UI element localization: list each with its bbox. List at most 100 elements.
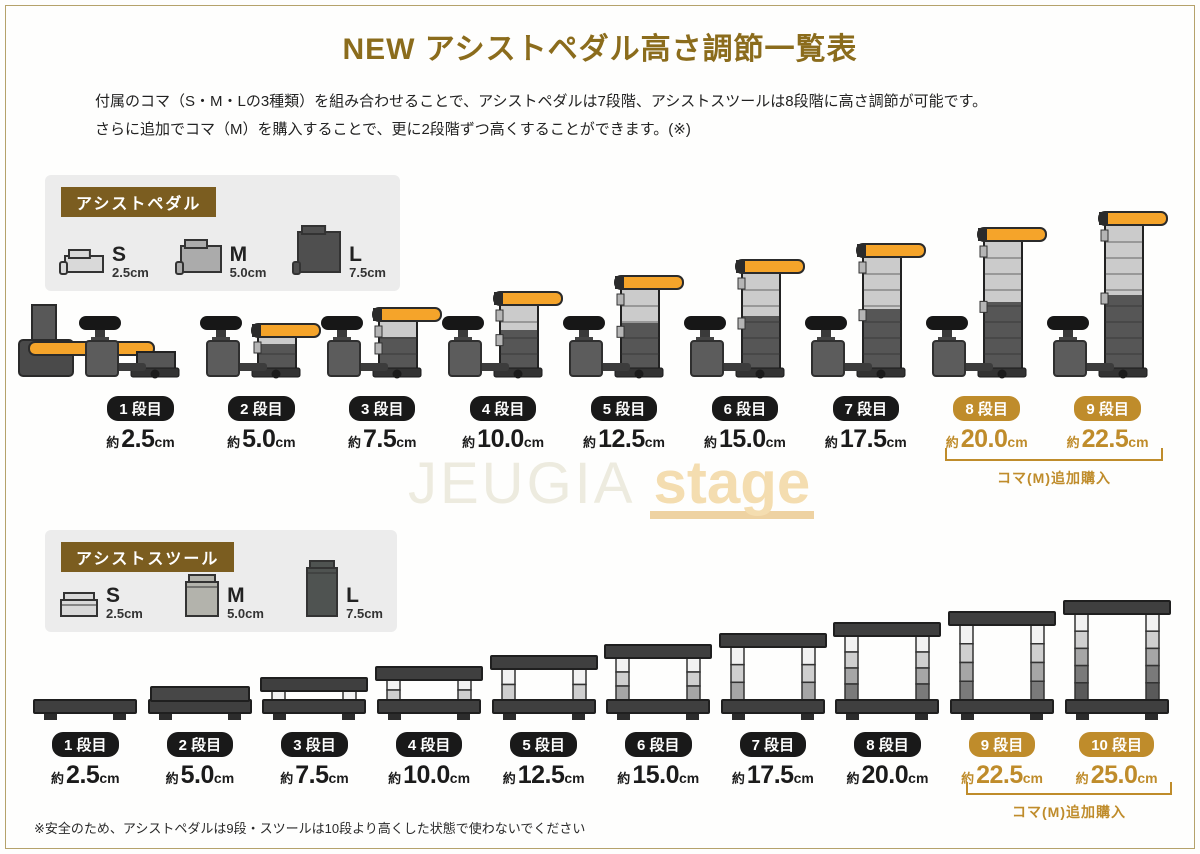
stool-koma-l-icon xyxy=(305,559,339,622)
height-value: 17.5 xyxy=(746,761,794,789)
approx-prefix: 約 xyxy=(961,771,975,786)
stool-level-8-column: 8 段目 約20.0cm xyxy=(830,592,945,790)
height-value: 17.5 xyxy=(839,425,887,453)
watermark-stage: stage xyxy=(649,453,815,519)
height-value: 10.0 xyxy=(477,425,524,453)
height-value: 20.0 xyxy=(960,425,1008,453)
height-unit: cm xyxy=(1007,434,1028,450)
pedal-level-9-column: 9 段目 約22.5cm xyxy=(1046,200,1168,454)
koma-letter: L xyxy=(349,242,362,266)
stool-levels-row: 1 段目 約2.5cm 2 段目 約5.0cm 3 段目 約7.5cm 4 段目 約10.0c… xyxy=(28,592,1174,790)
approx-prefix: 約 xyxy=(388,771,402,786)
pedal-koma-l: L 7.5cm xyxy=(292,224,386,281)
stool-koma-m-icon xyxy=(184,573,220,622)
approx-prefix: 約 xyxy=(280,771,294,786)
pedal-level-5-badge: 5 段目 xyxy=(590,396,658,421)
height-unit: cm xyxy=(99,770,120,786)
safety-footnote: ※安全のため、アシストペダルは9段・スツールは10段より高くした状態で使わないで… xyxy=(34,821,586,836)
pedal-level-9-figure xyxy=(1043,200,1173,382)
pedal-koma-m-icon xyxy=(174,238,223,281)
pedal-level-3-column: 3 段目約7.5cm xyxy=(321,200,443,454)
stool-level-5-column: 5 段目 約12.5cm xyxy=(486,592,601,790)
stool-level-5-height: 約12.5cm xyxy=(503,761,585,790)
stool-level-3-column: 3 段目 約7.5cm xyxy=(257,592,372,790)
pedal-level-8-figure xyxy=(922,200,1052,382)
height-unit: cm xyxy=(523,434,545,450)
height-value: 12.5 xyxy=(517,761,565,789)
approx-prefix: 約 xyxy=(1066,435,1080,450)
pedal-level-3-figure xyxy=(317,200,447,382)
pedal-level-5-column: 5 段目 約12.5cm xyxy=(563,200,685,454)
height-value: 10.0 xyxy=(403,761,450,789)
stool-level-6-badge: 6 段目 xyxy=(625,732,692,757)
pedal-level-1-height: 約2.5cm xyxy=(106,425,175,454)
stool-addon-bracket xyxy=(966,782,1172,795)
stool-level-4-height: 約10.0cm xyxy=(388,761,470,790)
koma-label: M 5.0cm xyxy=(227,584,264,622)
stool-level-3-figure xyxy=(259,592,369,722)
pedal-level-7-figure xyxy=(801,200,931,382)
stool-level-8-badge: 8 段目 xyxy=(854,732,921,757)
height-unit: cm xyxy=(1137,770,1158,786)
pedal-level-6-figure xyxy=(680,200,810,382)
pedal-section-badge: アシストペダル xyxy=(61,187,217,217)
pedal-levels-row: 1 段目 約2.5cm 2 段目 約5.0cm 3 段目 約7.5cm 4 段目 約10.0c… xyxy=(18,200,1168,454)
stool-level-4-figure xyxy=(374,592,484,722)
stool-level-5-figure xyxy=(489,592,599,722)
koma-letter: S xyxy=(112,242,127,266)
height-unit: cm xyxy=(449,770,471,786)
approx-prefix: 約 xyxy=(347,435,361,450)
pedal-level-6-height: 約15.0cm xyxy=(704,425,786,454)
koma-label: M 5.0cm xyxy=(230,243,267,281)
pedal-level-2-height: 約5.0cm xyxy=(227,425,296,454)
height-unit: cm xyxy=(1128,434,1149,450)
approx-prefix: 約 xyxy=(502,771,516,786)
height-value: 20.0 xyxy=(861,761,909,789)
stool-level-7-column: 7 段目 約17.5cm xyxy=(716,592,831,790)
approx-prefix: 約 xyxy=(1075,771,1089,786)
stool-level-4-column: 4 段目 約10.0cm xyxy=(372,592,487,790)
pedal-level-6-column: 6 段目 約15.0cm xyxy=(683,200,805,454)
stool-level-3-badge: 3 段目 xyxy=(281,732,348,757)
pedal-level-8-height: 約20.0cm xyxy=(946,425,1028,454)
height-value: 7.5 xyxy=(295,761,329,789)
koma-letter: L xyxy=(346,583,359,607)
stool-level-1-column: 1 段目約2.5cm xyxy=(28,592,143,790)
stool-level-1-badge: 1 段目 xyxy=(52,732,119,757)
height-value: 15.0 xyxy=(632,761,679,789)
height-unit: cm xyxy=(154,434,175,450)
approx-prefix: 約 xyxy=(165,771,179,786)
height-value: 22.5 xyxy=(976,761,1023,789)
stool-level-1-height: 約2.5cm xyxy=(51,761,120,790)
approx-prefix: 約 xyxy=(462,435,476,450)
height-value: 22.5 xyxy=(1081,425,1129,453)
pedal-level-7-column: 7 段目 約17.5cm xyxy=(804,200,926,454)
stool-level-2-figure xyxy=(145,592,255,722)
approx-prefix: 約 xyxy=(824,435,838,450)
approx-prefix: 約 xyxy=(106,435,120,450)
approx-prefix: 約 xyxy=(227,435,241,450)
intro-line-2: さらに追加でコマ（M）を購入することで、更に2段階ずつ高くすることができます。(… xyxy=(95,120,691,138)
stool-koma-s-icon xyxy=(59,591,99,622)
koma-size: 5.0cm xyxy=(229,264,267,280)
height-value: 15.0 xyxy=(718,425,766,453)
pedal-level-3-height: 約7.5cm xyxy=(348,425,417,454)
koma-letter: M xyxy=(229,242,248,266)
stool-level-9-column: 9 段目 約22.5cm xyxy=(945,592,1060,790)
koma-size: 2.5cm xyxy=(106,605,143,621)
intro-line-1: 付属のコマ（S・M・Lの3種類）を組み合わせることで、アシストペダルは7段階、ア… xyxy=(95,93,988,110)
pedal-level-4-column: 4 段目 約10.0cm xyxy=(442,200,564,454)
approx-prefix: 約 xyxy=(846,771,860,786)
approx-prefix: 約 xyxy=(617,771,631,786)
stool-level-6-column: 6 段目 約15.0cm xyxy=(601,592,716,790)
pedal-level-5-figure xyxy=(559,200,689,382)
height-value: 2.5 xyxy=(66,761,100,789)
stool-addon-note: コマ(M)追加購入 xyxy=(966,782,1172,822)
height-unit: cm xyxy=(396,434,417,450)
pedal-koma-s: S 2.5cm xyxy=(59,243,149,281)
koma-letter: S xyxy=(106,583,121,607)
koma-label: L 7.5cm xyxy=(346,584,383,622)
pedal-level-2-column: 2 段目 約5.0cm xyxy=(200,200,322,454)
pedal-level-3-badge: 3 段目 xyxy=(348,396,416,421)
